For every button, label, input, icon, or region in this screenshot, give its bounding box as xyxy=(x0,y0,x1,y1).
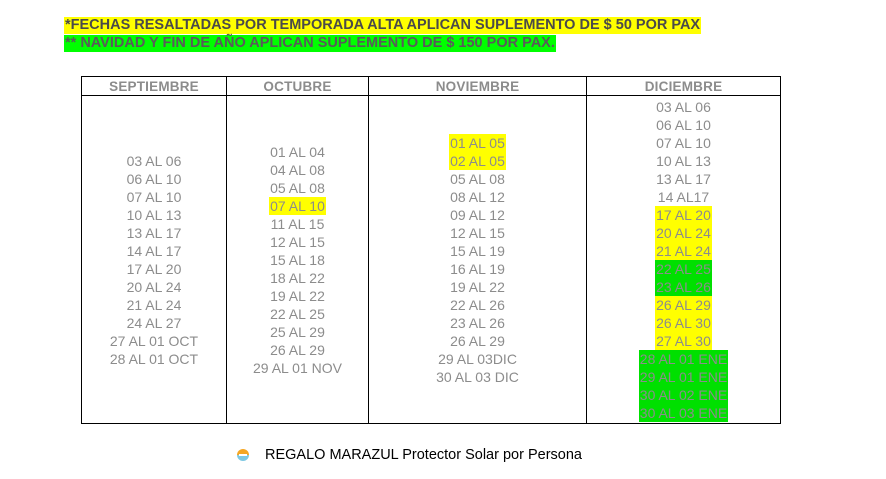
date-range: 29 AL 01 ENE xyxy=(638,367,729,386)
date-range: 29 AL 01 NOV xyxy=(253,359,342,376)
month-header-noviembre: NOVIEMBRE xyxy=(368,76,587,96)
date-range: 14 AL17 xyxy=(657,188,710,205)
date-range: 01 AL 04 xyxy=(270,143,325,160)
date-range: 23 AL 26 xyxy=(655,277,712,296)
date-range: 07 AL 10 xyxy=(269,196,326,215)
month-header-diciembre: DICIEMBRE xyxy=(586,76,781,96)
date-range: 22 AL 25 xyxy=(270,305,325,322)
dates-cell-noviembre: 01 AL 05 02 AL 05 05 AL 08 08 AL 12 09 AL 12… xyxy=(368,95,587,424)
date-range: 20 AL 24 xyxy=(655,223,712,242)
date-range: 30 AL 03 DIC xyxy=(436,368,519,385)
date-range: 05 AL 08 xyxy=(450,170,505,187)
date-range: 03 AL 06 xyxy=(656,98,711,115)
date-range: 25 AL 29 xyxy=(270,323,325,340)
date-range: 14 AL 17 xyxy=(126,242,182,259)
date-range: 06 AL 10 xyxy=(656,116,711,133)
month-header-septiembre: SEPTIEMBRE xyxy=(81,76,227,96)
date-range: 22 AL 25 xyxy=(655,259,712,278)
date-range: 21 AL 24 xyxy=(655,241,712,260)
date-range: 02 AL 05 xyxy=(449,151,506,170)
date-range: 24 AL 27 xyxy=(126,314,182,331)
date-range: 26 AL 29 xyxy=(655,295,712,314)
date-range: 26 AL 30 xyxy=(655,313,712,332)
date-range: 17 AL 20 xyxy=(655,205,712,224)
date-range: 16 AL 19 xyxy=(450,260,505,277)
date-range: 28 AL 01 OCT xyxy=(109,350,199,367)
dates-cell-septiembre: 03 AL 06 06 AL 10 07 AL 10 10 AL 13 13 AL 17… xyxy=(81,95,227,424)
gift-text: REGALO MARAZUL Protector Solar por Perso… xyxy=(265,447,582,463)
date-range: 11 AL 15 xyxy=(270,215,325,232)
date-range: 19 AL 22 xyxy=(270,287,325,304)
date-range: 19 AL 22 xyxy=(450,278,505,295)
date-range: 13 AL 17 xyxy=(656,170,711,187)
date-range: 22 AL 26 xyxy=(450,296,505,313)
date-range: 13 AL 17 xyxy=(126,224,182,241)
date-range: 26 AL 29 xyxy=(450,332,505,349)
date-range: 01 AL 05 xyxy=(449,133,506,152)
header-row: SEPTIEMBRE OCTUBRE NOVIEMBRE DICIEMBRE xyxy=(81,76,781,96)
date-list-noviembre: 01 AL 05 02 AL 05 05 AL 08 08 AL 12 09 AL 12… xyxy=(369,133,586,386)
date-range: 07 AL 10 xyxy=(656,134,711,151)
date-range: 12 AL 15 xyxy=(270,233,325,250)
date-range: 21 AL 24 xyxy=(126,296,182,313)
date-range: 08 AL 12 xyxy=(450,188,505,205)
month-header-octubre: OCTUBRE xyxy=(226,76,369,96)
date-list-diciembre: 03 AL 06 06 AL 10 07 AL 10 10 AL 13 13 AL 17… xyxy=(587,98,780,422)
date-range: 03 AL 06 xyxy=(126,152,182,169)
date-range: 06 AL 10 xyxy=(126,170,182,187)
date-range: 27 AL 30 xyxy=(655,331,712,350)
date-range: 17 AL 20 xyxy=(126,260,182,277)
date-range: 12 AL 15 xyxy=(450,224,505,241)
date-range: 10 AL 13 xyxy=(656,152,711,169)
date-range: 27 AL 01 OCT xyxy=(109,332,199,349)
date-range: 29 AL 03DIC xyxy=(438,350,517,367)
date-range: 26 AL 29 xyxy=(270,341,325,358)
dates-table: SEPTIEMBRE OCTUBRE NOVIEMBRE DICIEMBRE 0… xyxy=(81,76,781,424)
date-range: 30 AL 02 ENE xyxy=(638,385,729,404)
date-range: 28 AL 01 ENE xyxy=(638,349,729,368)
dates-cell-diciembre: 03 AL 06 06 AL 10 07 AL 10 10 AL 13 13 AL 17… xyxy=(586,95,781,424)
date-range: 04 AL 08 xyxy=(270,161,325,178)
date-list-septiembre: 03 AL 06 06 AL 10 07 AL 10 10 AL 13 13 AL 17… xyxy=(82,152,226,368)
christmas-notice: ** NAVIDAD Y FIN DE AÑO APLICAN SUPLEMEN… xyxy=(64,35,556,52)
date-range: 18 AL 22 xyxy=(270,269,325,286)
date-range: 23 AL 26 xyxy=(450,314,505,331)
date-range: 07 AL 10 xyxy=(126,188,182,205)
gift-footer: REGALO MARAZUL Protector Solar por Perso… xyxy=(237,447,582,463)
date-range: 15 AL 18 xyxy=(270,251,325,268)
dates-row: 03 AL 06 06 AL 10 07 AL 10 10 AL 13 13 AL 17… xyxy=(81,95,781,424)
date-list-octubre: 01 AL 04 04 AL 08 05 AL 08 07 AL 10 11 AL 15… xyxy=(227,143,368,377)
dates-cell-octubre: 01 AL 04 04 AL 08 05 AL 08 07 AL 10 11 AL 15… xyxy=(226,95,369,424)
date-range: 05 AL 08 xyxy=(270,179,325,196)
date-range: 20 AL 24 xyxy=(126,278,182,295)
date-range: 15 AL 19 xyxy=(450,242,505,259)
date-range: 30 AL 03 ENE xyxy=(638,403,729,422)
date-range: 10 AL 13 xyxy=(126,206,182,223)
high-season-notice: *FECHAS RESALTADAS POR TEMPORADA ALTA AP… xyxy=(64,17,702,34)
date-range: 09 AL 12 xyxy=(450,206,505,223)
sun-icon xyxy=(237,449,249,461)
